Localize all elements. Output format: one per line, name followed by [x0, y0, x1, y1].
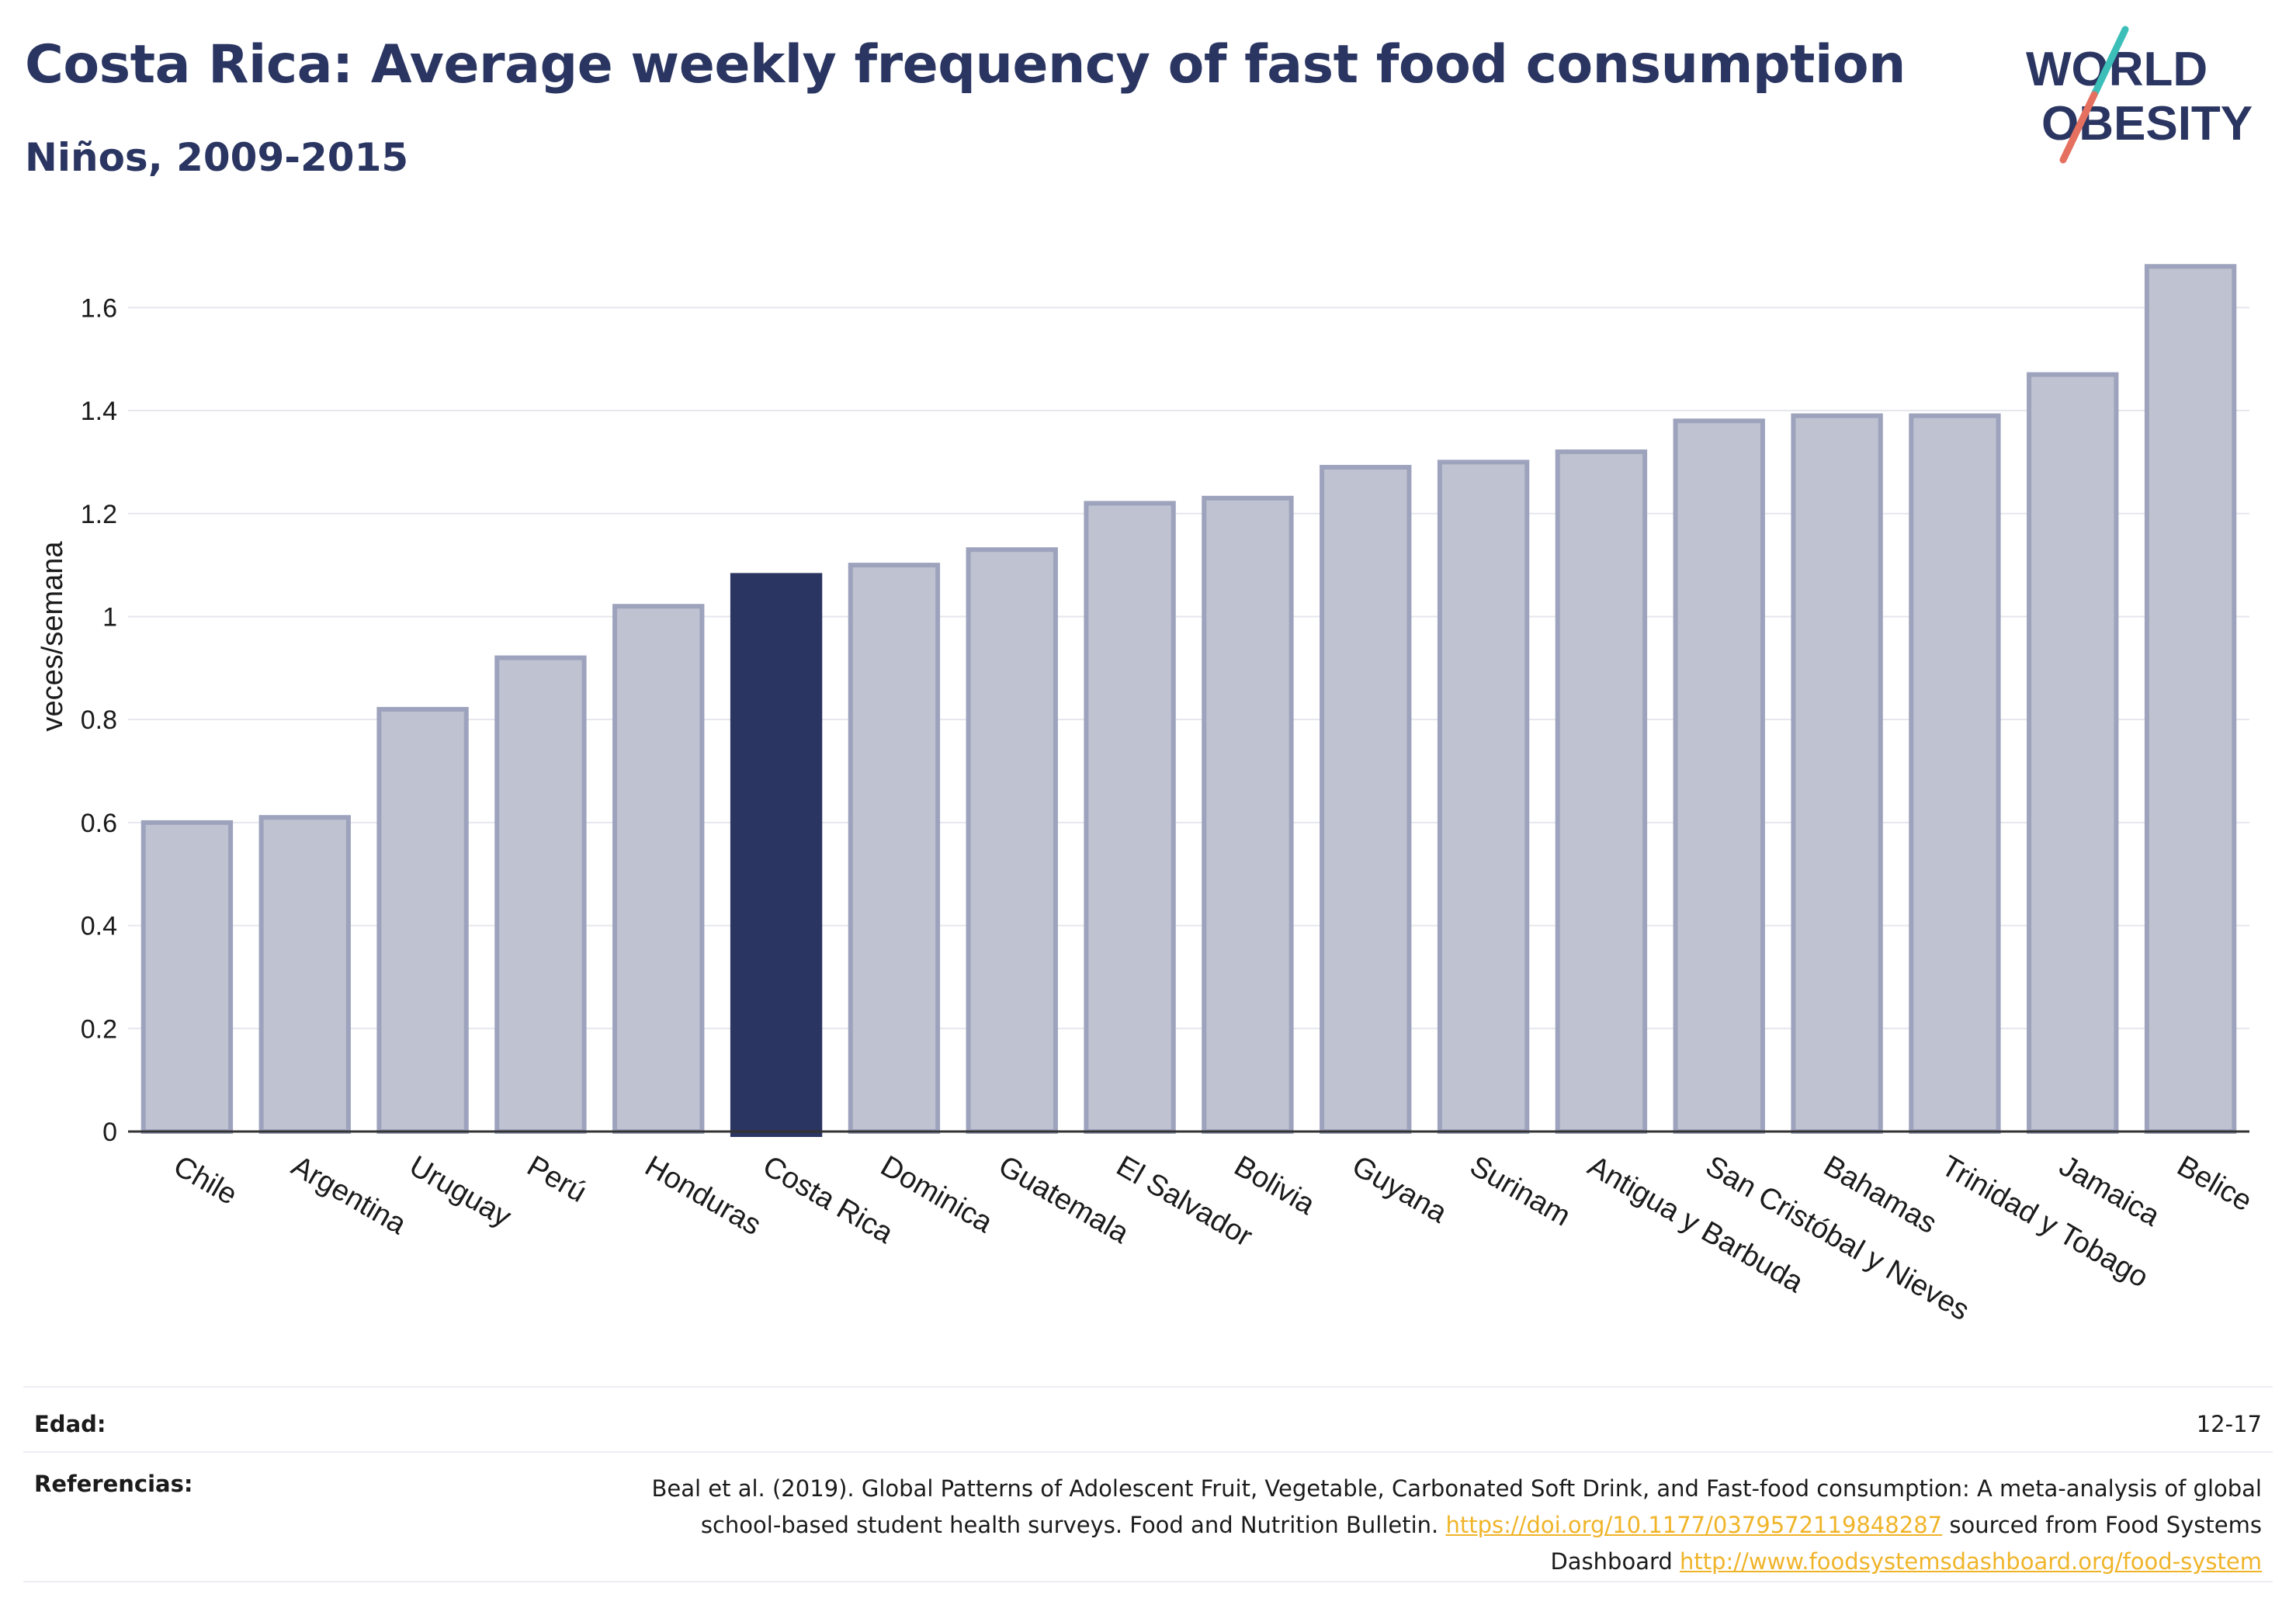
x-tick-label: Antigua y Barbuda [1582, 1149, 1809, 1299]
bar-trinidad-y-tobago [1909, 413, 2001, 1134]
footer-divider-bottom [23, 1581, 2273, 1582]
world-obesity-logo: WORLD OBESITY [2026, 26, 2253, 164]
bar-surinam [1437, 459, 1530, 1134]
x-tick-label: Surinam [1465, 1149, 1576, 1232]
logo-slash-teal [2090, 26, 2129, 99]
chart-subtitle: Niños, 2009-2015 [25, 135, 409, 180]
reference-source-text: sourced from Food Systems Dashboard [1550, 1512, 2262, 1575]
y-tick-label: 1.2 [81, 500, 117, 529]
footer-divider-top [23, 1386, 2273, 1388]
x-tick-label: Guyana [1347, 1149, 1453, 1229]
bar-chile [140, 820, 234, 1134]
bar-guyana [1320, 465, 1412, 1134]
y-tick-label: 1 [102, 602, 117, 632]
x-tick-label: Trinidad y Tobago [1936, 1149, 2154, 1294]
chart-title: Costa Rica: Average weekly frequency of … [25, 34, 1906, 95]
bar-per- [494, 655, 587, 1134]
bar-costa-rica [730, 573, 823, 1137]
references-label: Referencias: [34, 1471, 193, 1497]
bar-belice [2144, 264, 2237, 1134]
y-tick-label: 0.8 [81, 705, 117, 735]
x-tick-label: Costa Rica [758, 1149, 900, 1250]
age-value: 12-17 [2196, 1411, 2262, 1437]
reference-dashboard-link[interactable]: http://www.foodsystemsdashboard.org/food… [1680, 1548, 2262, 1575]
x-tick-label: Honduras [640, 1149, 767, 1242]
bar-el-salvador [1084, 501, 1176, 1134]
x-tick-label: Bolivia [1229, 1149, 1321, 1222]
bar-bolivia [1202, 495, 1294, 1134]
bar-guatemala [966, 547, 1058, 1134]
references-text: Beal et al. (2019). Global Patterns of A… [593, 1471, 2262, 1580]
y-tick-label: 0.2 [81, 1014, 117, 1044]
y-tick-label: 1.4 [81, 397, 117, 426]
y-tick-label: 0.6 [81, 809, 117, 838]
y-tick-label: 1.6 [81, 293, 117, 323]
x-tick-label: Uruguay [404, 1149, 516, 1233]
age-label: Edad: [34, 1411, 106, 1437]
bar-uruguay [376, 706, 469, 1134]
y-tick-label: 0 [102, 1118, 117, 1147]
footer-divider-middle [23, 1451, 2273, 1453]
bar-antigua-y-barbuda [1555, 449, 1648, 1134]
x-tick-label: Argentina [286, 1149, 412, 1241]
y-axis-label: veces/semana [36, 541, 69, 732]
x-tick-label: Guatemala [993, 1149, 1135, 1250]
x-tick-label: Belice [2172, 1149, 2258, 1218]
bar-dominica [848, 563, 941, 1134]
reference-citation: Beal et al. (2019). Global Patterns of A… [651, 1475, 2262, 1538]
bar-argentina [258, 815, 351, 1134]
bar-honduras [612, 604, 705, 1134]
bar-jamaica [2027, 372, 2119, 1134]
x-tick-label: Perú [522, 1149, 592, 1209]
x-tick-label: Chile [168, 1149, 242, 1211]
bar-chart: 0 0.2 0.4 0.6 0.8 1 1.2 1.4 1.6 Chile ArgentinaUru… [36, 264, 2258, 1327]
bar-bahamas [1791, 413, 1883, 1134]
logo-slash-red [2059, 91, 2098, 164]
bar-san-crist-bal-y-nieves [1673, 418, 1765, 1134]
reference-doi-link[interactable]: https://doi.org/10.1177/0379572119848287 [1445, 1512, 1943, 1538]
y-tick-label: 0.4 [81, 912, 117, 941]
